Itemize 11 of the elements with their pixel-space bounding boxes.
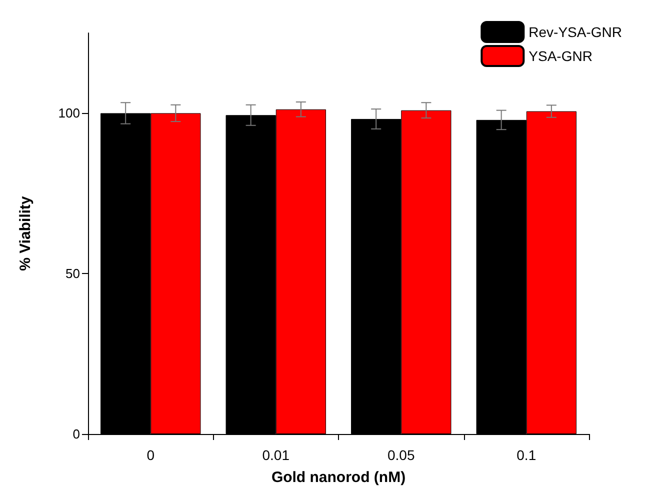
x-tick-label: 0.1 bbox=[516, 447, 536, 463]
y-tick-label: 100 bbox=[58, 106, 80, 121]
y-tick-label: 50 bbox=[66, 266, 80, 282]
legend-label: Rev-YSA-GNR bbox=[528, 24, 622, 40]
y-axis-title: % Viability bbox=[17, 195, 34, 271]
x-tick-label: 0 bbox=[146, 447, 155, 463]
y-tick-label: 0 bbox=[72, 426, 80, 442]
x-axis-title: Gold nanorod (nM) bbox=[271, 469, 406, 486]
x-tick-label: 0.05 bbox=[388, 447, 415, 463]
legend-label: YSA-GNR bbox=[528, 48, 592, 64]
x-tick-label: 0.01 bbox=[262, 447, 290, 463]
